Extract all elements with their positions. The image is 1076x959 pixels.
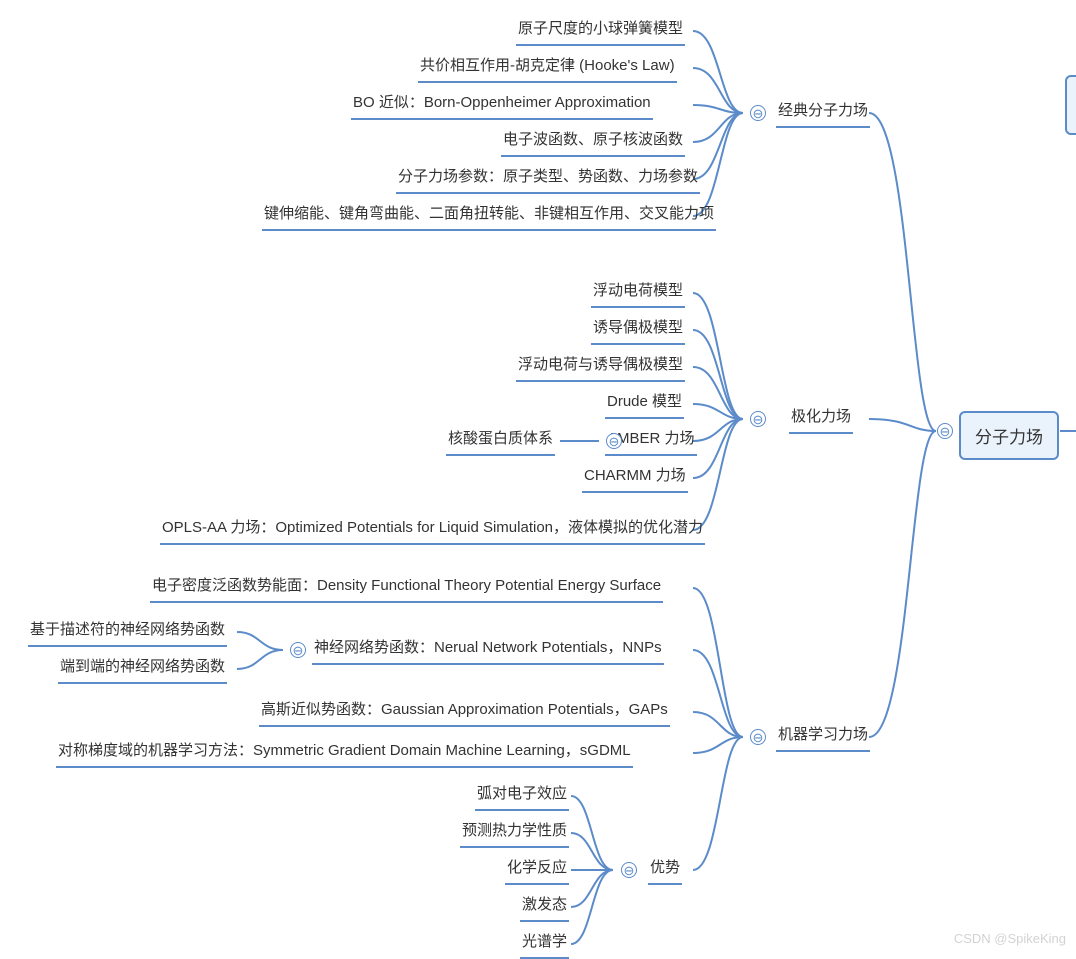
collapse-icon[interactable]: ⊖: [621, 862, 637, 878]
leaf[interactable]: 共价相互作用-胡克定律 (Hooke's Law): [418, 50, 677, 83]
collapse-icon[interactable]: ⊖: [290, 642, 306, 658]
leaf[interactable]: 预测热力学性质: [460, 815, 569, 848]
leaf[interactable]: 对称梯度域的机器学习方法：Symmetric Gradient Domain M…: [56, 735, 633, 768]
branch-polar[interactable]: 极化力场: [789, 401, 853, 434]
leaf[interactable]: 激发态: [520, 889, 569, 922]
root-label: 分子力场: [975, 428, 1043, 447]
leaf[interactable]: 键伸缩能、键角弯曲能、二面角扭转能、非键相互作用、交叉能力项: [262, 198, 716, 231]
leaf[interactable]: 基于描述符的神经网络势函数: [28, 614, 227, 647]
branch-ml[interactable]: 机器学习力场: [776, 719, 870, 752]
leaf[interactable]: 浮动电荷与诱导偶极模型: [516, 349, 685, 382]
leaf[interactable]: 原子尺度的小球弹簧模型: [516, 13, 685, 46]
leaf[interactable]: 光谱学: [520, 926, 569, 959]
collapse-icon[interactable]: ⊖: [750, 411, 766, 427]
leaf[interactable]: 核酸蛋白质体系: [446, 423, 555, 456]
branch-nnp[interactable]: 神经网络势函数：Nerual Network Potentials，NNPs: [312, 632, 664, 665]
leaf[interactable]: 分子力场参数：原子类型、势函数、力场参数: [396, 161, 700, 194]
leaf[interactable]: CHARMM 力场: [582, 460, 688, 493]
mindmap-canvas: 分子力场 ⊖ 经典分子力场 ⊖ 原子尺度的小球弹簧模型 共价相互作用-胡克定律 …: [0, 0, 1076, 954]
edge-node-hint: [1065, 75, 1076, 135]
leaf[interactable]: Drude 模型: [605, 386, 684, 419]
branch-classical[interactable]: 经典分子力场: [776, 95, 870, 128]
leaf[interactable]: 端到端的神经网络势函数: [58, 651, 227, 684]
leaf[interactable]: OPLS-AA 力场：Optimized Potentials for Liqu…: [160, 512, 705, 545]
leaf[interactable]: 浮动电荷模型: [591, 275, 685, 308]
collapse-icon[interactable]: ⊖: [606, 433, 622, 449]
branch-polar-label: 极化力场: [791, 408, 851, 425]
branch-classical-label: 经典分子力场: [778, 102, 868, 119]
leaf[interactable]: 诱导偶极模型: [591, 312, 685, 345]
branch-adv[interactable]: 优势: [648, 852, 682, 885]
leaf[interactable]: 电子波函数、原子核波函数: [501, 124, 685, 157]
watermark: CSDN @SpikeKing: [954, 931, 1066, 946]
leaf[interactable]: 化学反应: [505, 852, 569, 885]
leaf[interactable]: 高斯近似势函数：Gaussian Approximation Potential…: [259, 694, 670, 727]
collapse-icon[interactable]: ⊖: [750, 729, 766, 745]
leaf[interactable]: 电子密度泛函数势能面：Density Functional Theory Pot…: [150, 570, 663, 603]
collapse-icon[interactable]: ⊖: [937, 423, 953, 439]
root-node[interactable]: 分子力场: [959, 411, 1059, 460]
leaf[interactable]: 弧对电子效应: [475, 778, 569, 811]
leaf[interactable]: BO 近似：Born-Oppenheimer Approximation: [351, 87, 653, 120]
branch-ml-label: 机器学习力场: [778, 726, 868, 743]
collapse-icon[interactable]: ⊖: [750, 105, 766, 121]
